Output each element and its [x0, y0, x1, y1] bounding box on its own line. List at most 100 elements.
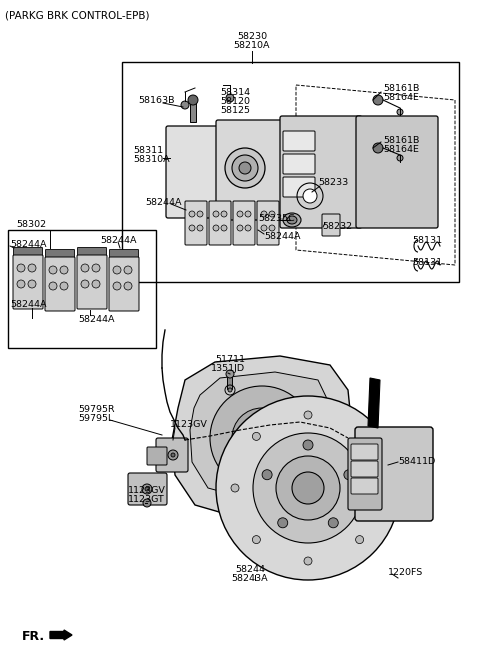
Text: 58302: 58302 — [16, 220, 46, 229]
Circle shape — [113, 266, 121, 274]
Circle shape — [356, 536, 364, 544]
Circle shape — [356, 432, 364, 440]
Ellipse shape — [283, 213, 301, 227]
FancyBboxPatch shape — [233, 201, 255, 245]
Circle shape — [292, 472, 324, 504]
FancyBboxPatch shape — [216, 120, 285, 220]
FancyBboxPatch shape — [147, 447, 167, 465]
Text: 58244A: 58244A — [10, 300, 47, 309]
FancyBboxPatch shape — [257, 201, 279, 245]
FancyBboxPatch shape — [109, 257, 139, 311]
Circle shape — [113, 282, 121, 290]
Text: 1123GV: 1123GV — [170, 420, 208, 429]
FancyBboxPatch shape — [283, 154, 315, 174]
Circle shape — [17, 280, 25, 288]
Text: 58230: 58230 — [237, 32, 267, 41]
Circle shape — [269, 225, 275, 231]
FancyBboxPatch shape — [351, 444, 378, 460]
Polygon shape — [368, 378, 380, 428]
Circle shape — [124, 282, 132, 290]
Text: 58411D: 58411D — [398, 457, 435, 466]
Circle shape — [252, 536, 260, 544]
Circle shape — [373, 143, 383, 153]
Circle shape — [377, 484, 385, 492]
Circle shape — [171, 453, 175, 457]
FancyBboxPatch shape — [166, 126, 222, 218]
FancyBboxPatch shape — [13, 248, 43, 257]
Circle shape — [213, 211, 219, 217]
Text: 58131: 58131 — [412, 236, 442, 245]
Text: 59795R: 59795R — [78, 405, 115, 414]
FancyBboxPatch shape — [77, 248, 107, 257]
FancyBboxPatch shape — [209, 201, 231, 245]
Circle shape — [210, 386, 314, 490]
Circle shape — [303, 189, 317, 203]
Circle shape — [189, 211, 195, 217]
Circle shape — [28, 280, 36, 288]
FancyBboxPatch shape — [156, 438, 188, 472]
Text: 59795L: 59795L — [78, 414, 113, 423]
Circle shape — [303, 440, 313, 450]
Circle shape — [278, 518, 288, 528]
Circle shape — [276, 456, 340, 520]
Text: 1351JD: 1351JD — [211, 364, 245, 373]
Circle shape — [397, 155, 403, 161]
Circle shape — [28, 264, 36, 272]
Circle shape — [232, 155, 258, 181]
FancyBboxPatch shape — [283, 131, 315, 151]
Circle shape — [245, 211, 251, 217]
Text: 58244: 58244 — [235, 565, 265, 574]
Text: 58244A: 58244A — [78, 315, 115, 324]
Text: 58243A: 58243A — [231, 574, 268, 583]
Text: 58311: 58311 — [133, 146, 163, 155]
Text: 58163B: 58163B — [138, 96, 175, 105]
Circle shape — [216, 396, 400, 580]
Text: 58161B: 58161B — [383, 84, 420, 93]
Circle shape — [228, 388, 232, 392]
Circle shape — [231, 484, 239, 492]
Circle shape — [226, 94, 234, 102]
Text: 58314: 58314 — [220, 88, 250, 97]
Text: 58244A: 58244A — [264, 232, 300, 241]
FancyBboxPatch shape — [280, 116, 362, 228]
Text: 58244A: 58244A — [10, 240, 47, 249]
Circle shape — [373, 95, 383, 105]
Text: 58310A: 58310A — [133, 155, 169, 164]
Circle shape — [60, 282, 68, 290]
Circle shape — [92, 280, 100, 288]
Text: 58125: 58125 — [220, 106, 250, 115]
Text: 58244A: 58244A — [100, 236, 136, 245]
Text: 1123GV: 1123GV — [128, 486, 166, 495]
Text: 1123GT: 1123GT — [128, 495, 165, 504]
Circle shape — [168, 450, 178, 460]
Circle shape — [142, 484, 152, 494]
Circle shape — [60, 266, 68, 274]
Text: 58232: 58232 — [322, 222, 352, 231]
Bar — [122, 62, 459, 282]
Circle shape — [304, 557, 312, 565]
Polygon shape — [172, 356, 352, 518]
FancyBboxPatch shape — [45, 257, 75, 311]
Text: FR.: FR. — [22, 630, 45, 643]
Circle shape — [252, 432, 260, 440]
Bar — [190, 100, 196, 122]
Circle shape — [237, 211, 243, 217]
Circle shape — [197, 225, 203, 231]
Circle shape — [269, 211, 275, 217]
FancyBboxPatch shape — [109, 250, 139, 259]
Circle shape — [81, 264, 89, 272]
Text: 58210A: 58210A — [233, 41, 269, 50]
FancyBboxPatch shape — [128, 473, 167, 505]
Circle shape — [397, 109, 403, 115]
Text: 58164E: 58164E — [383, 145, 419, 154]
FancyBboxPatch shape — [185, 201, 207, 245]
Circle shape — [328, 518, 338, 528]
FancyBboxPatch shape — [13, 255, 43, 309]
Text: 58161B: 58161B — [383, 136, 420, 145]
Ellipse shape — [287, 216, 297, 224]
Circle shape — [188, 95, 198, 105]
Circle shape — [245, 225, 251, 231]
FancyBboxPatch shape — [351, 478, 378, 494]
Circle shape — [225, 148, 265, 188]
Circle shape — [344, 470, 354, 479]
